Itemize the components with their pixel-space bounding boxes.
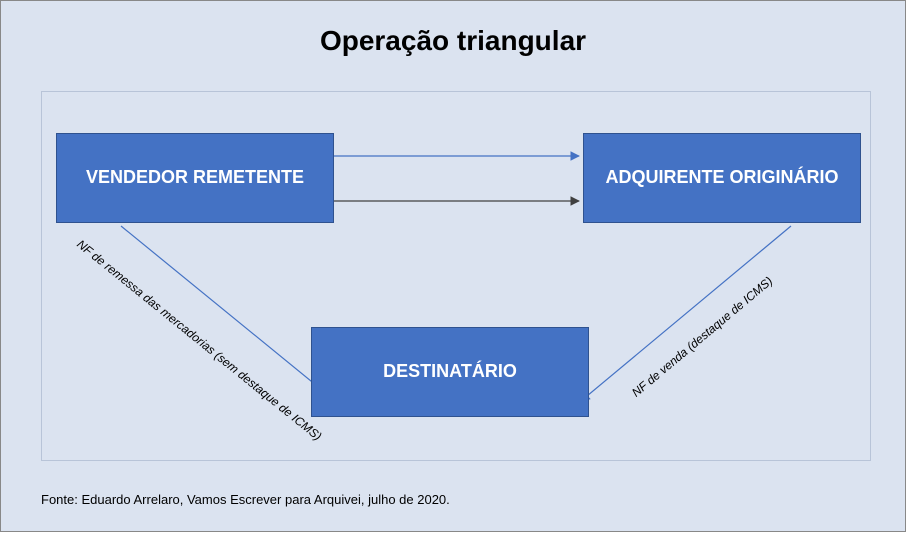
diagram-title: Operação triangular [1, 25, 905, 57]
node-destinatario: DESTINATÁRIO [311, 327, 589, 417]
diagram-frame: Operação triangular VENDEDOR REMETENTE AD… [0, 0, 906, 532]
source-citation: Fonte: Eduardo Arrelaro, Vamos Escrever … [41, 492, 450, 507]
node-adquirente: ADQUIRENTE ORIGINÁRIO [583, 133, 861, 223]
node-vendedor: VENDEDOR REMETENTE [56, 133, 334, 223]
